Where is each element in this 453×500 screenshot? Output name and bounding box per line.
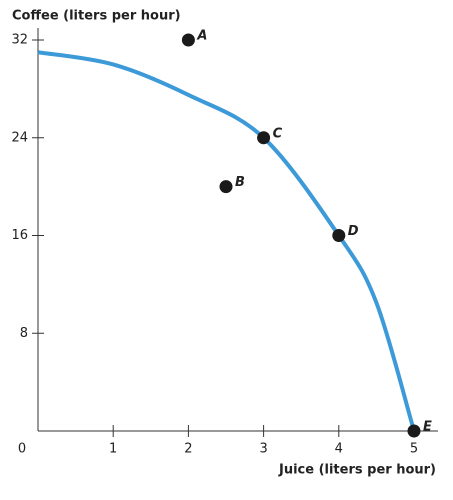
point-label: C	[273, 126, 283, 141]
x-tick-label: 3	[259, 442, 267, 457]
x-tick-label: 5	[410, 442, 418, 457]
point-label: A	[196, 29, 207, 44]
point	[332, 229, 346, 242]
point	[181, 33, 195, 47]
x-axis-label: Juice (liters per hour)	[278, 463, 436, 478]
y-tick-label: 32	[11, 33, 28, 48]
point	[219, 180, 233, 194]
y-tick-label: 8	[20, 326, 28, 341]
point	[407, 424, 421, 438]
x-tick-label: 2	[184, 442, 192, 457]
point	[257, 131, 271, 145]
point-label: B	[235, 175, 245, 190]
point-label: E	[423, 420, 432, 435]
point-label: D	[348, 224, 359, 239]
y-axis-label: Coffee (liters per hour)	[12, 9, 181, 24]
x-tick-label: 0	[18, 442, 26, 457]
y-tick-label: 16	[11, 228, 28, 243]
ppf-curve	[37, 50, 416, 432]
x-tick-label: 1	[109, 442, 117, 457]
x-tick-label: 4	[335, 442, 343, 457]
y-tick-label: 24	[11, 130, 28, 145]
